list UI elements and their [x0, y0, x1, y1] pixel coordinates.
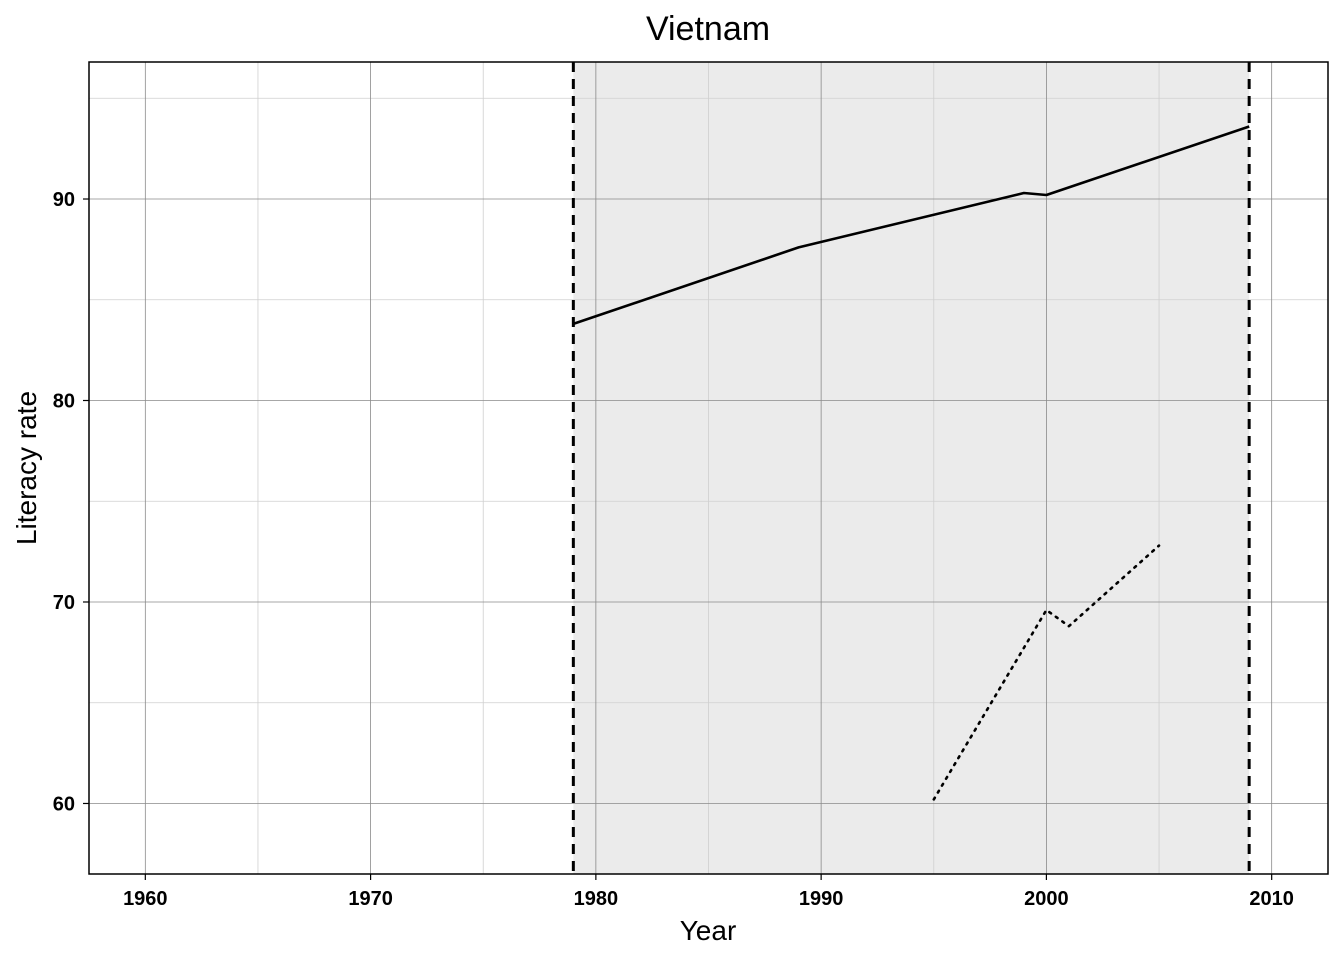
y-axis-label: Literacy rate: [11, 391, 42, 545]
tick-layer: 1960 1970 1980 1990 2000 2010 60 70 80 90: [53, 189, 1294, 910]
x-tick-label: 1980: [574, 888, 619, 910]
x-tick-label: 1970: [348, 888, 393, 910]
series-solid-line: [572, 125, 1250, 326]
y-tick-label: 60: [53, 793, 75, 815]
y-tick-label: 90: [53, 189, 75, 211]
y-tick-label: 80: [53, 391, 75, 413]
shaded-period: [573, 62, 1250, 874]
panel-border: [88, 61, 1329, 875]
grid-layer: [89, 62, 1328, 874]
chart-title: Vietnam: [646, 10, 770, 48]
x-tick-label: 1960: [123, 888, 168, 910]
x-tick-label: 1990: [799, 888, 844, 910]
x-tick-label: 2010: [1249, 888, 1294, 910]
x-tick-label: 2000: [1024, 888, 1069, 910]
shaded-period-layer: [573, 62, 1250, 874]
x-axis-label: Year: [680, 915, 737, 946]
series-layer: [572, 125, 1250, 801]
series-dotted-line: [932, 544, 1161, 801]
y-tick-label: 70: [53, 592, 75, 614]
